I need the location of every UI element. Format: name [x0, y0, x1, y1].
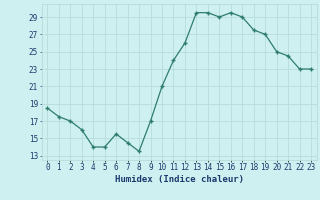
X-axis label: Humidex (Indice chaleur): Humidex (Indice chaleur)	[115, 175, 244, 184]
